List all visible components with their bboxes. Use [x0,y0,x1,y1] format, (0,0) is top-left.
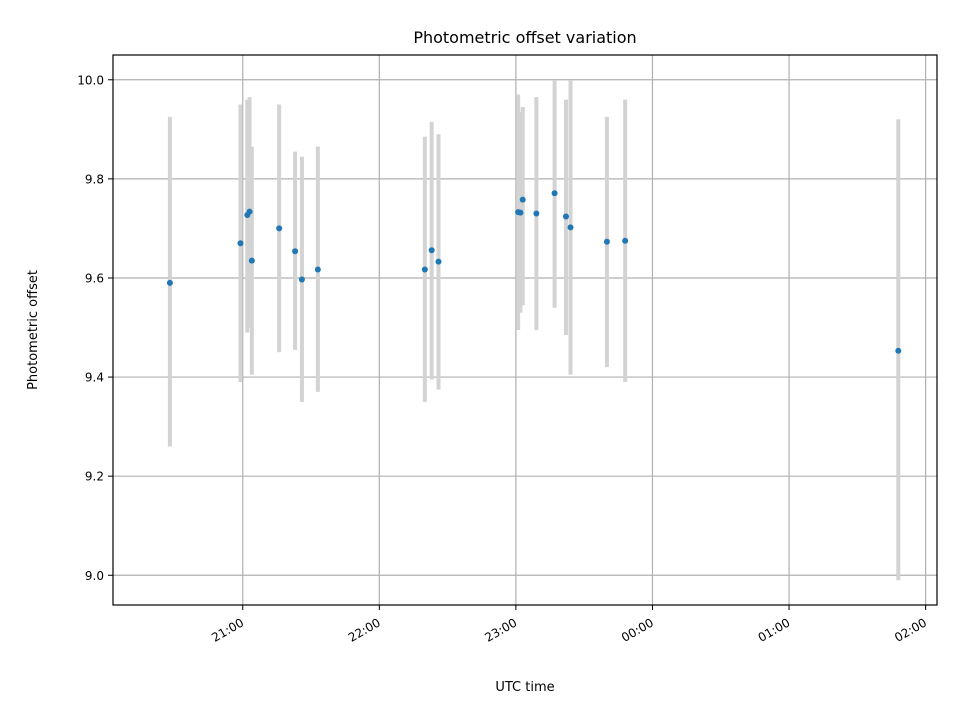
point-layer [166,190,902,354]
data-point [519,196,526,203]
data-point [895,347,902,354]
data-point [551,190,558,197]
data-point [298,276,305,283]
chart-title: Photometric offset variation [413,28,636,47]
y-tick-label: 9.2 [85,470,104,484]
y-tick-label: 9.6 [85,271,104,285]
data-point [517,209,524,216]
data-point [276,225,283,232]
data-point [435,258,442,265]
y-axis-label: Photometric offset [26,270,41,390]
data-point [237,240,244,247]
data-point [314,266,321,273]
data-point [428,247,435,254]
data-point [567,224,574,231]
y-tick-label: 9.8 [85,172,104,186]
data-point [246,208,253,215]
data-point [622,237,629,244]
y-tick-label: 9.4 [85,371,104,385]
data-point [533,210,540,217]
plot-frame [112,54,938,606]
y-tick-label: 9.0 [85,569,104,583]
y-tick-label: 10.0 [77,73,104,87]
data-point [421,266,428,273]
data-point [603,238,610,245]
data-point [562,213,569,220]
data-point [166,279,173,286]
data-point [248,257,255,264]
data-point [292,248,299,255]
x-axis-label: UTC time [495,680,554,695]
